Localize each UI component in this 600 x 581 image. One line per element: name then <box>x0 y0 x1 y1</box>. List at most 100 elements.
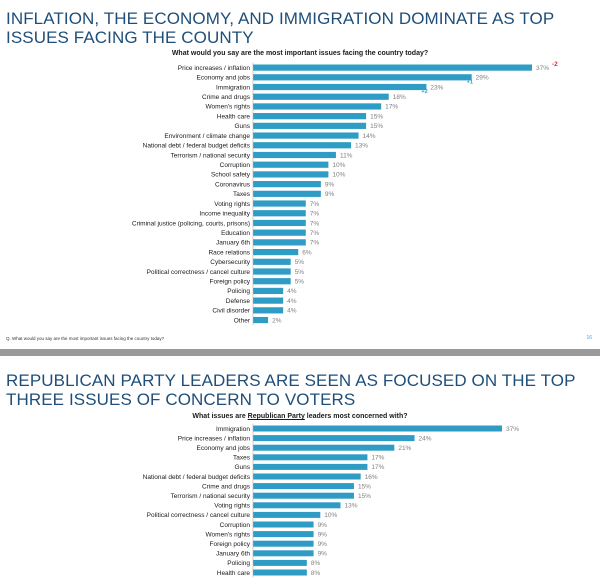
data-label: 11% <box>340 152 353 159</box>
category-label: School safety <box>211 172 251 179</box>
category-label: Foreign policy <box>210 279 251 286</box>
category-label: Price increases / inflation <box>178 435 251 442</box>
bar <box>253 287 284 295</box>
bar <box>253 83 427 91</box>
bar <box>253 531 314 538</box>
category-label: Education <box>221 230 250 237</box>
bar <box>253 521 314 528</box>
bar <box>253 132 359 139</box>
bar <box>253 502 341 509</box>
footnote: Q. What would you say are the most impor… <box>6 336 165 341</box>
data-label: 7% <box>310 230 320 237</box>
data-label: 21% <box>398 445 411 452</box>
bar <box>253 463 368 470</box>
data-label: 9% <box>318 551 328 558</box>
bar <box>253 444 395 451</box>
data-label: 17% <box>385 104 398 111</box>
data-label: 5% <box>295 269 305 276</box>
bar <box>253 454 368 461</box>
data-label: 10% <box>332 172 345 179</box>
data-label: 7% <box>310 240 320 247</box>
bar <box>253 316 269 324</box>
bar <box>253 103 382 110</box>
bar <box>253 64 532 71</box>
data-label: 24% <box>419 435 432 442</box>
question-emphasis: Republican Party <box>247 413 305 420</box>
slide-title: REPUBLICAN PARTY LEADERS ARE SEEN AS FOC… <box>6 371 576 409</box>
data-label: 10% <box>332 162 345 169</box>
bar <box>253 200 306 207</box>
data-label: 8% <box>311 560 321 567</box>
bar <box>253 550 314 557</box>
data-label: 7% <box>310 220 320 227</box>
category-label: Terrorism / national security <box>171 493 251 500</box>
category-label: Guns <box>234 464 250 471</box>
category-label: January 6th <box>216 240 250 247</box>
category-label: Immigration <box>216 426 250 433</box>
bar <box>253 74 472 81</box>
data-label: 9% <box>325 181 335 188</box>
category-label: Voting rights <box>214 201 251 208</box>
data-label: 13% <box>344 503 357 510</box>
bar <box>253 278 291 285</box>
category-label: Women's rights <box>206 104 251 111</box>
category-label: Women's rights <box>206 531 251 538</box>
bar <box>253 151 336 159</box>
data-label: 7% <box>310 201 320 208</box>
bar <box>253 307 284 314</box>
bar <box>253 181 321 188</box>
bar <box>253 268 291 275</box>
bar <box>253 559 307 566</box>
bar <box>253 161 329 168</box>
data-label: 7% <box>310 211 320 218</box>
category-label: January 6th <box>216 551 250 558</box>
change-label: -2 <box>552 61 558 68</box>
bar <box>253 511 321 518</box>
data-label: 15% <box>358 483 371 490</box>
category-label: Taxes <box>233 455 251 462</box>
category-label: Foreign policy <box>210 541 251 548</box>
data-label: 23% <box>430 84 443 91</box>
data-label: 15% <box>370 123 383 130</box>
data-label: 4% <box>287 288 297 295</box>
bar <box>253 219 306 227</box>
category-label: Crime and drugs <box>202 94 251 101</box>
category-label: Terrorism / national security <box>171 152 251 159</box>
data-label: 29% <box>476 75 489 82</box>
republican-leaders-bar-chart: Immigration 37% Price increases / inflatio… <box>143 423 519 578</box>
data-label: 15% <box>370 113 383 120</box>
category-label: Corruption <box>220 162 251 169</box>
data-label: 37% <box>536 65 549 72</box>
data-label: 17% <box>371 464 384 471</box>
change-label: +2 <box>421 89 427 95</box>
bar <box>253 483 354 490</box>
category-label: Economy and jobs <box>197 75 251 82</box>
data-label: 6% <box>302 249 312 256</box>
bar <box>253 473 361 480</box>
data-label: 16% <box>365 474 378 481</box>
question-prefix: What issues are <box>192 413 248 420</box>
bar <box>253 122 367 129</box>
category-label: Cybersecurity <box>210 259 250 266</box>
slide-divider <box>0 349 600 356</box>
category-label: Coronavirus <box>215 181 251 188</box>
category-label: Immigration <box>216 84 250 91</box>
data-label: 14% <box>363 133 376 140</box>
bar <box>253 171 329 178</box>
data-label: 4% <box>287 308 297 315</box>
category-label: Income inequality <box>199 211 250 218</box>
category-label: National debt / federal budget deficits <box>143 474 251 481</box>
bar <box>253 239 306 246</box>
category-label: Corruption <box>220 522 251 529</box>
bar <box>253 229 306 236</box>
data-label: 17% <box>371 455 384 462</box>
bar <box>253 297 284 304</box>
bar <box>253 210 306 217</box>
bar <box>253 142 352 149</box>
bar <box>253 425 503 432</box>
bar <box>253 190 321 197</box>
category-label: Political correctness / cancel culture <box>147 512 251 519</box>
category-label: Civil disorder <box>212 308 250 315</box>
data-label: 4% <box>287 298 297 305</box>
bar <box>253 492 354 499</box>
